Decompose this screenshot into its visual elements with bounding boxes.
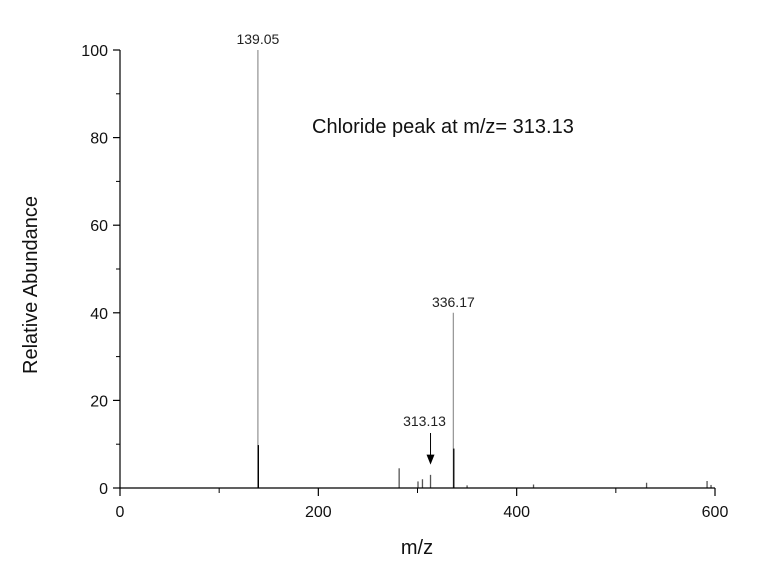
x-tick-label-200: 200 (305, 504, 332, 521)
y-tick-label-40: 40 (90, 306, 108, 323)
x-axis-title: m/z (401, 537, 433, 559)
y-tick-label-20: 20 (90, 393, 108, 410)
arrow-head (426, 454, 435, 465)
labels-group: 139.05 336.17 313.13 (236, 31, 475, 465)
peak-label-0: 139.05 (236, 31, 279, 47)
x-tick-label-600: 600 (702, 504, 729, 521)
peaks-group (257, 50, 712, 488)
y-tick-label-60: 60 (90, 218, 108, 235)
peak-label-1: 336.17 (432, 294, 475, 310)
y-tick-label-100: 100 (81, 43, 108, 60)
y-axis-title: Relative Abundance (20, 196, 42, 374)
chloride-annotation: Chloride peak at m/z= 313.13 (312, 116, 574, 138)
x-tick-label-400: 400 (503, 504, 530, 521)
axes-group: 0 20 40 60 80 100 0 200 400 600 (81, 43, 728, 521)
x-tick-label-0: 0 (116, 504, 125, 521)
y-tick-label-0: 0 (99, 481, 108, 498)
y-tick-label-80: 80 (90, 131, 108, 148)
peak-label-2: 313.13 (403, 413, 446, 429)
